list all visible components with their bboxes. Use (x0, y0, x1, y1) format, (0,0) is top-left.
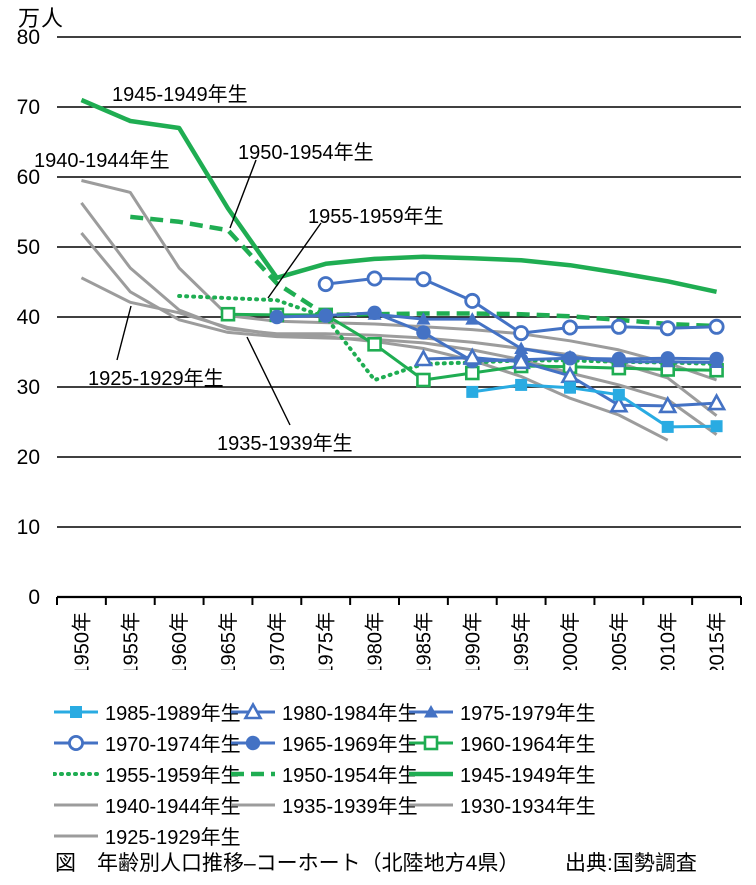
annotation-1955-1959: 1955-1959年生 (308, 206, 444, 228)
legend-swatch (409, 704, 453, 717)
legend-item-1945-1949: 1945-1949年生 (408, 758, 658, 789)
legend-label: 1940-1944年生 (105, 796, 241, 818)
svg-text:20: 20 (17, 446, 40, 469)
legend-item-1960-1964: 1960-1964年生 (408, 727, 658, 758)
svg-text:70: 70 (17, 96, 40, 119)
svg-text:10: 10 (17, 516, 40, 539)
legend-item-1950-1954: 1950-1954年生 (230, 758, 418, 789)
annotation-1935-1939: 1935-1939年生 (217, 433, 353, 455)
svg-text:1970年: 1970年 (266, 612, 289, 670)
svg-text:1960年: 1960年 (168, 612, 191, 670)
legend-label: 1960-1964年生 (460, 734, 596, 756)
legend-swatch (53, 771, 99, 776)
legend-label: 1945-1949年生 (460, 765, 596, 787)
svg-text:60: 60 (17, 166, 40, 189)
svg-text:2005年: 2005年 (608, 612, 631, 670)
svg-text:1950年: 1950年 (70, 612, 93, 670)
caption-source: 出典:国勢調査 (565, 852, 697, 875)
series-1970-1974年生 (317, 270, 725, 342)
legend-item-1930-1934: 1930-1934年生 (408, 789, 658, 820)
legend-swatch (409, 735, 453, 750)
legend-label: 1930-1934年生 (460, 796, 596, 818)
annotation-1950-1954: 1950-1954年生 (238, 142, 374, 164)
legend-label: 1925-1929年生 (105, 827, 241, 849)
legend-item-1955-1959: 1955-1959年生 (53, 758, 241, 789)
legend-swatch (54, 803, 98, 806)
svg-text:0: 0 (28, 586, 40, 609)
svg-text:2015年: 2015年 (706, 612, 729, 670)
legend-label: 1935-1939年生 (282, 796, 418, 818)
annotation-callout-lines (116, 159, 322, 426)
legend-swatch (409, 803, 453, 806)
legend-item-1985-1989: 1985-1989年生 (53, 696, 241, 727)
legend-item-1970-1974: 1970-1974年生 (53, 727, 241, 758)
svg-text:1955年: 1955年 (119, 612, 142, 670)
annotation-1945-1949: 1945-1949年生 (112, 84, 248, 106)
chart-plot-svg: 0 10 20 30 40 50 60 70 80 1950年 1955年 1960年 1965年 197… (17, 26, 742, 677)
y-axis-labels: 0 10 20 30 40 50 60 70 80 (17, 26, 40, 609)
svg-text:30: 30 (17, 376, 40, 399)
legend-label: 1950-1954年生 (282, 765, 418, 787)
legend-item-1980-1984: 1980-1984年生 (230, 696, 418, 727)
chart-legend: 1985-1989年生 1980-1984年生 1975-1979年生 1970-19… (53, 696, 713, 851)
y-axis-unit-label: 万人 (18, 6, 65, 31)
legend-item-1935-1939: 1935-1939年生 (230, 789, 418, 820)
svg-text:1985年: 1985年 (412, 612, 435, 670)
legend-swatch (231, 735, 275, 750)
svg-text:1975年: 1975年 (315, 612, 338, 670)
legend-label: 1980-1984年生 (282, 703, 418, 725)
caption-title: 図 年齢別人口推移–コーホート（北陸地方4県） (55, 852, 520, 875)
legend-swatch (54, 705, 98, 718)
legend-swatch (231, 771, 275, 776)
svg-text:40: 40 (17, 306, 40, 329)
svg-text:1995年: 1995年 (510, 612, 533, 670)
legend-swatch (231, 803, 275, 806)
legend-label: 1965-1969年生 (282, 734, 418, 756)
svg-text:1980年: 1980年 (364, 612, 387, 670)
annotation-1925-1929: 1925-1929年生 (88, 368, 224, 390)
series-1985-1989年生 (466, 378, 723, 433)
legend-label: 1985-1989年生 (105, 703, 241, 725)
series-1975-1979年生 (367, 307, 724, 368)
legend-item-1965-1969: 1965-1969年生 (230, 727, 418, 758)
legend-swatch (231, 701, 275, 719)
svg-text:2010年: 2010年 (657, 612, 680, 670)
legend-label: 1955-1959年生 (105, 765, 241, 787)
legend-item-1940-1944: 1940-1944年生 (53, 789, 241, 820)
legend-swatch (54, 834, 98, 837)
chart-caption: 図 年齢別人口推移–コーホート（北陸地方4県） 出典:国勢調査 (55, 847, 745, 877)
legend-label: 1970-1974年生 (105, 734, 241, 756)
svg-text:50: 50 (17, 236, 40, 259)
legend-swatch (54, 734, 98, 751)
legend-swatch (409, 771, 453, 776)
svg-text:80: 80 (17, 26, 40, 49)
svg-text:1965年: 1965年 (217, 612, 240, 670)
x-axis-ticks (56, 597, 742, 605)
svg-text:2000年: 2000年 (559, 612, 582, 670)
legend-item-1925-1929: 1925-1929年生 (53, 820, 241, 851)
annotation-1940-1944: 1940-1944年生 (34, 150, 170, 172)
legend-label: 1975-1979年生 (460, 703, 596, 725)
legend-item-1975-1979: 1975-1979年生 (408, 696, 658, 727)
x-axis-labels: 1950年 1955年 1960年 1965年 1970年 1975年 1980年 1985年… (70, 612, 729, 677)
svg-text:1990年: 1990年 (461, 612, 484, 670)
